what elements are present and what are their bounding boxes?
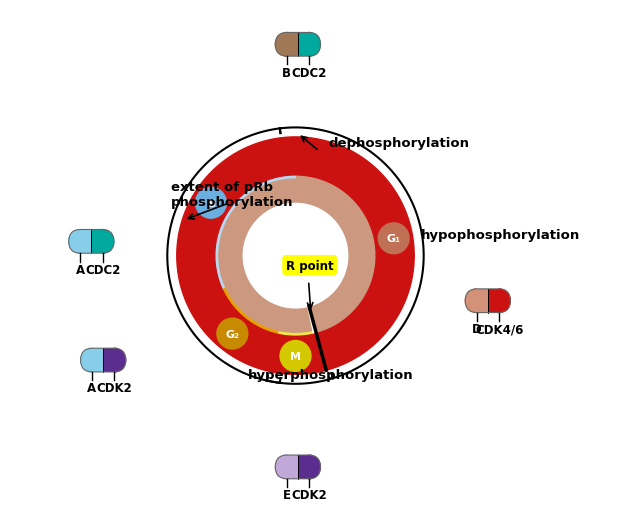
Text: S: S xyxy=(207,198,215,209)
Polygon shape xyxy=(276,33,287,57)
Text: CDK2: CDK2 xyxy=(96,382,132,395)
Polygon shape xyxy=(81,230,91,254)
Text: CDK2: CDK2 xyxy=(291,488,327,501)
Polygon shape xyxy=(279,256,312,337)
Polygon shape xyxy=(309,33,320,57)
Circle shape xyxy=(195,188,226,219)
Circle shape xyxy=(217,319,248,349)
Text: E: E xyxy=(282,488,290,501)
Polygon shape xyxy=(477,289,488,313)
Text: CDC2: CDC2 xyxy=(85,263,120,276)
Polygon shape xyxy=(298,455,309,479)
Polygon shape xyxy=(488,289,498,313)
Text: extent of pRb
phosphorylation: extent of pRb phosphorylation xyxy=(171,180,294,209)
Polygon shape xyxy=(215,176,295,290)
Polygon shape xyxy=(287,455,298,479)
Text: R point: R point xyxy=(286,259,333,272)
Text: D: D xyxy=(471,323,481,335)
Polygon shape xyxy=(81,348,93,372)
Circle shape xyxy=(378,223,409,254)
Text: A: A xyxy=(75,263,85,276)
Text: A: A xyxy=(87,382,96,395)
Polygon shape xyxy=(219,180,372,332)
Text: hyperphosphorylation: hyperphosphorylation xyxy=(248,369,414,382)
Text: B: B xyxy=(282,67,291,79)
Polygon shape xyxy=(498,289,510,313)
Polygon shape xyxy=(102,230,114,254)
Text: M: M xyxy=(290,351,301,361)
Polygon shape xyxy=(69,230,81,254)
Polygon shape xyxy=(287,33,298,57)
Text: CDC2: CDC2 xyxy=(292,67,327,79)
Text: CDK4/6: CDK4/6 xyxy=(475,323,523,335)
Polygon shape xyxy=(114,348,126,372)
Polygon shape xyxy=(465,289,477,313)
Polygon shape xyxy=(243,204,348,308)
Polygon shape xyxy=(309,455,320,479)
Polygon shape xyxy=(222,256,295,335)
Polygon shape xyxy=(276,455,287,479)
Text: hypophosphorylation: hypophosphorylation xyxy=(421,228,580,241)
Circle shape xyxy=(280,341,311,372)
Text: G₁: G₁ xyxy=(387,234,401,244)
Polygon shape xyxy=(103,348,114,372)
Text: G₂: G₂ xyxy=(225,329,239,339)
Polygon shape xyxy=(298,33,309,57)
Polygon shape xyxy=(91,230,102,254)
Polygon shape xyxy=(295,176,376,334)
Polygon shape xyxy=(93,348,103,372)
Text: dephosphorylation: dephosphorylation xyxy=(328,136,470,149)
Polygon shape xyxy=(177,138,414,375)
